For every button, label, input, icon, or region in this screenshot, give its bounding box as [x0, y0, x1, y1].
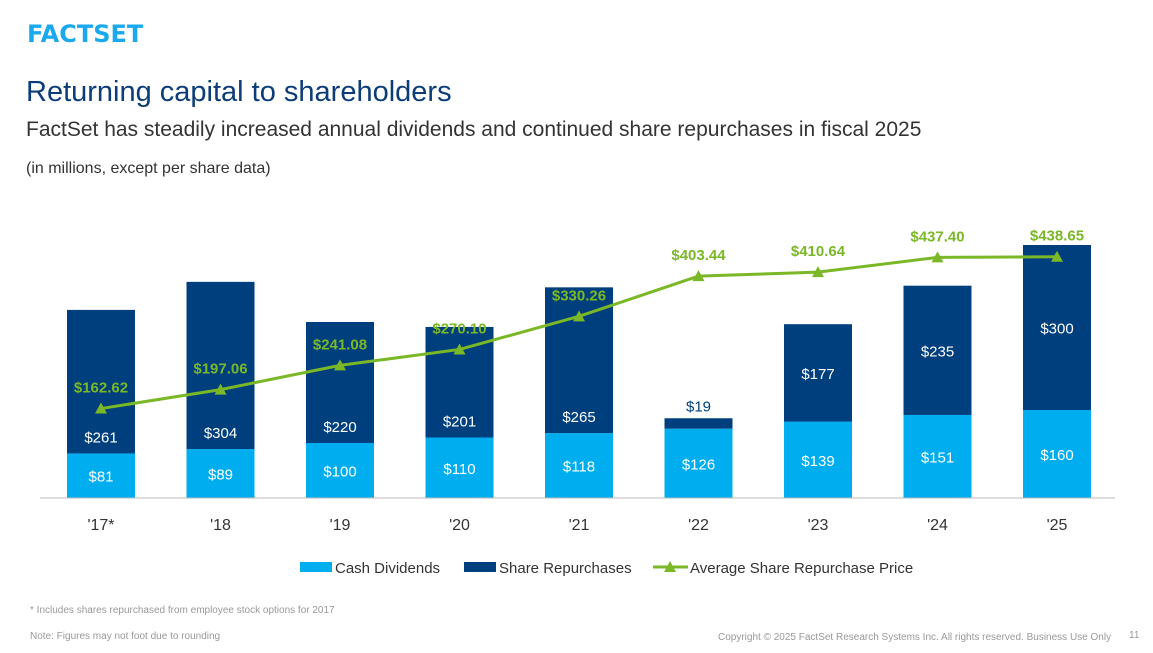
price-marker-triangle	[1051, 250, 1063, 262]
label-share-repurchases: $300	[1040, 321, 1073, 338]
label-avg-price: $410.64	[791, 243, 846, 260]
label-share-repurchases: $304	[204, 425, 237, 442]
legend-triangle-icon	[664, 561, 676, 572]
x-tick-label: '18	[210, 517, 231, 534]
legend-swatch-share-repurchases	[464, 562, 496, 572]
label-share-repurchases: $220	[323, 419, 356, 436]
x-tick-label: '17*	[87, 517, 114, 534]
price-marker-triangle	[692, 270, 705, 282]
bar-cash-dividends	[67, 453, 135, 498]
label-cash-dividends: $110	[443, 461, 475, 478]
bar-share-repurchases	[186, 281, 255, 450]
legend-label-avg-price: Average Share Repurchase Price	[690, 560, 913, 577]
label-cash-dividends: $139	[801, 453, 834, 470]
bar-cash-dividends	[545, 433, 613, 498]
bar-share-repurchases	[664, 418, 733, 429]
x-tick-label: '24	[927, 517, 948, 534]
x-tick-label: '19	[330, 517, 351, 534]
label-cash-dividends: $118	[563, 459, 595, 476]
label-cash-dividends: $160	[1040, 447, 1073, 464]
page-subtitle: FactSet has steadily increased annual di…	[26, 118, 922, 141]
label-share-repurchases: $265	[562, 409, 595, 426]
footnote: * Includes shares repurchased from emplo…	[30, 605, 335, 616]
x-tick-label: '22	[688, 517, 709, 534]
legend-label-share-repurchases: Share Repurchases	[499, 560, 632, 577]
label-cash-dividends: $126	[682, 456, 715, 473]
label-avg-price: $437.40	[910, 228, 964, 245]
x-tick-label: '20	[449, 517, 470, 534]
label-avg-price: $241.08	[313, 336, 367, 353]
label-share-repurchases: $19	[686, 398, 711, 415]
bar-share-repurchases	[306, 322, 374, 443]
bar-cash-dividends	[425, 437, 494, 498]
label-cash-dividends: $100	[323, 464, 356, 481]
legend-label-cash-dividends: Cash Dividends	[335, 560, 440, 577]
label-share-repurchases: $177	[801, 366, 834, 383]
x-tick-label: '23	[808, 517, 829, 534]
factset-logo: FACTSET	[27, 20, 144, 48]
label-cash-dividends: $151	[921, 449, 954, 466]
bar-share-repurchases	[67, 309, 135, 454]
x-tick-label: '25	[1047, 517, 1068, 534]
bar-cash-dividends	[306, 443, 374, 498]
label-avg-price: $270.10	[432, 320, 486, 337]
label-share-repurchases: $201	[443, 414, 476, 431]
bar-cash-dividends	[784, 421, 852, 498]
page-number: 11	[1129, 630, 1140, 641]
label-avg-price: $330.26	[552, 287, 606, 304]
label-avg-price: $197.06	[193, 361, 247, 378]
price-marker-triangle	[334, 359, 346, 371]
label-share-repurchases: $235	[921, 343, 954, 360]
price-marker-triangle	[95, 402, 107, 414]
x-tick-label: '21	[569, 517, 590, 534]
page-title: Returning capital to shareholders	[26, 76, 452, 108]
units-note: (in millions, except per share data)	[26, 160, 271, 177]
label-cash-dividends: $81	[88, 469, 113, 486]
label-share-repurchases: $261	[84, 429, 117, 446]
price-marker-triangle	[931, 251, 944, 263]
bar-share-repurchases	[784, 324, 852, 422]
bar-cash-dividends	[903, 414, 972, 498]
label-avg-price: $403.44	[671, 247, 726, 264]
copyright: Copyright © 2025 FactSet Research System…	[718, 632, 1112, 643]
label-cash-dividends: $89	[208, 467, 233, 484]
bar-cash-dividends	[664, 428, 733, 498]
price-marker-triangle	[812, 266, 824, 278]
price-marker-triangle	[214, 383, 227, 395]
bar-share-repurchases	[903, 285, 972, 415]
legend-swatch-cash-dividends	[300, 562, 332, 572]
bar-cash-dividends	[1023, 410, 1091, 498]
bar-share-repurchases	[1023, 245, 1091, 410]
label-avg-price: $162.62	[74, 380, 128, 397]
price-marker-triangle	[573, 310, 585, 322]
label-avg-price: $438.65	[1030, 228, 1084, 245]
rounding-note: Note: Figures may not foot due to roundi…	[30, 631, 221, 642]
bar-cash-dividends	[186, 449, 255, 498]
price-marker-triangle	[453, 343, 466, 355]
